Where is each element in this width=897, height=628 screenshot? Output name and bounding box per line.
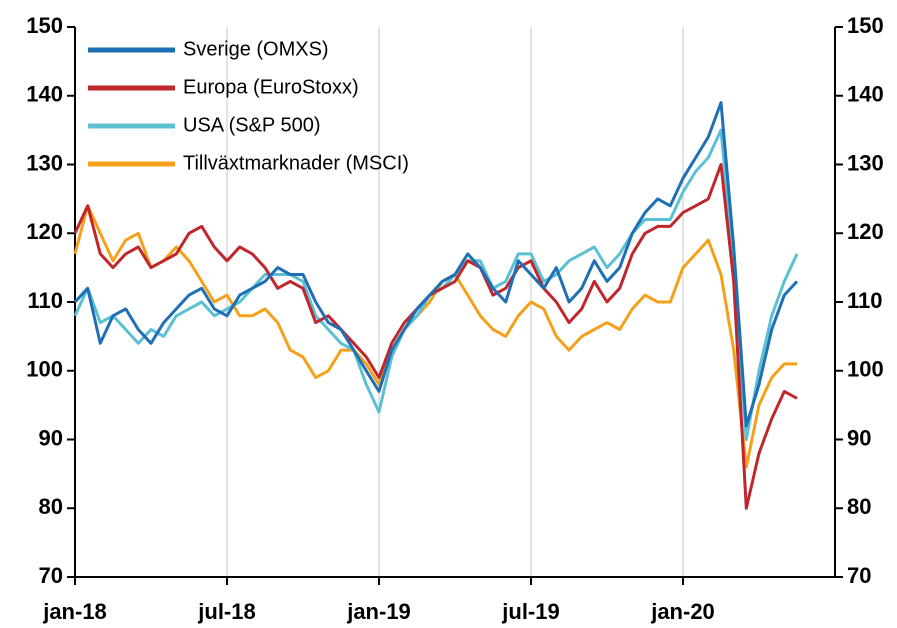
y2-tick-label: 120 [847,219,884,244]
y2-tick-label: 70 [847,563,871,588]
x-tick-label: jan-19 [346,599,411,624]
y2-tick-label: 130 [847,150,884,175]
y2-tick-label: 80 [847,494,871,519]
y-tick-label: 90 [39,425,63,450]
y-tick-label: 100 [26,357,63,382]
x-tick-label: jan-20 [650,599,715,624]
y-tick-label: 110 [28,288,64,313]
y2-tick-label: 150 [847,13,884,38]
y-tick-label: 130 [26,150,63,175]
y-tick-label: 150 [26,13,63,38]
y-tick-label: 120 [26,219,63,244]
y-tick-label: 80 [39,494,63,519]
y-tick-label: 70 [39,563,63,588]
legend-label: USA (S&P 500) [183,114,320,136]
x-tick-label: jan-18 [42,599,107,624]
series-line [73,101,799,428]
y2-tick-label: 110 [847,288,883,313]
x-tick-label: jul-18 [197,599,255,624]
x-tick-label: jul-19 [501,599,559,624]
series-line [73,163,798,510]
legend-label: Tillväxtmarknader (MSCI) [183,152,409,174]
y-tick-label: 140 [26,82,63,107]
y2-tick-label: 100 [847,357,884,382]
series-line [73,128,799,441]
legend-label: Sverige (OMXS) [183,38,329,60]
legend-label: Europa (EuroStoxx) [183,76,359,98]
y2-tick-label: 90 [847,425,871,450]
y2-tick-label: 140 [847,82,884,107]
